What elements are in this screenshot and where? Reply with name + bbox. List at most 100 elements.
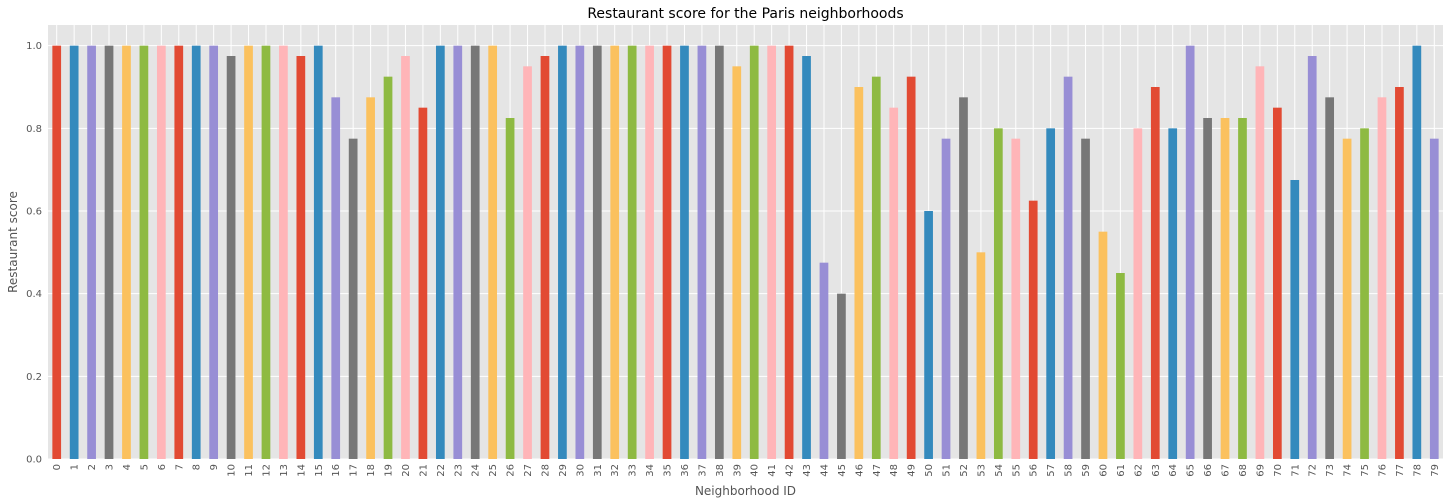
bar-7 [174, 45, 184, 460]
bar-38 [714, 45, 724, 460]
x-tick-label: 10 [227, 464, 238, 477]
x-tick-label: 0 [52, 464, 63, 470]
chart-title: Restaurant score for the Paris neighborh… [587, 6, 903, 22]
x-tick-label: 50 [924, 464, 935, 477]
y-tick-label: 1.0 [26, 41, 42, 52]
x-tick-label: 56 [1029, 464, 1040, 477]
bar-43 [802, 56, 811, 459]
x-tick-label: 57 [1046, 464, 1057, 477]
x-tick-label: 30 [575, 464, 586, 477]
bar-49 [906, 76, 916, 460]
x-tick-label: 17 [349, 464, 360, 477]
x-tick-label: 16 [331, 464, 342, 477]
x-tick-label: 2 [87, 464, 98, 470]
bar-61 [1116, 273, 1125, 459]
bar-31 [592, 45, 602, 460]
bar-60 [1098, 231, 1108, 459]
x-tick-label: 45 [837, 464, 848, 477]
x-tick-label: 77 [1395, 464, 1406, 477]
x-tick-label: 14 [296, 464, 307, 477]
bar-12 [261, 45, 271, 460]
bar-24 [470, 45, 480, 460]
x-tick-label: 64 [1168, 464, 1179, 477]
x-tick-label: 29 [558, 464, 569, 477]
bar-50 [924, 211, 933, 459]
x-tick-label: 21 [418, 464, 429, 477]
bars [52, 45, 1439, 460]
bar-66 [1203, 118, 1212, 459]
x-tick-label: 22 [436, 464, 447, 477]
x-tick-label: 60 [1098, 464, 1109, 477]
bar-75 [1360, 128, 1369, 460]
bar-15 [313, 45, 323, 460]
x-tick-label: 15 [314, 464, 325, 477]
bar-9 [209, 45, 219, 460]
x-tick-label: 25 [488, 464, 499, 477]
x-tick-label: 69 [1255, 464, 1266, 477]
bar-67 [1220, 118, 1230, 459]
x-tick-label: 53 [976, 464, 987, 477]
x-tick-label: 70 [1273, 464, 1284, 477]
x-tick-label: 67 [1221, 464, 1232, 477]
x-tick-label: 26 [506, 464, 517, 477]
x-tick-labels: 0 1 2 3 4 5 6 7 8 9 10 11 12 13 14 15 16 17 18 19 20 21 22 23 24… [52, 464, 1441, 477]
bar-25 [488, 45, 498, 460]
x-tick-label: 52 [959, 464, 970, 477]
x-tick-label: 39 [732, 464, 743, 477]
x-tick-label: 76 [1377, 464, 1388, 477]
plot-background [48, 25, 1443, 459]
bar-26 [505, 118, 515, 459]
bar-13 [279, 45, 288, 460]
bar-55 [1011, 138, 1021, 459]
bar-21 [418, 107, 428, 460]
x-tick-label: 32 [610, 464, 621, 477]
x-tick-label: 34 [645, 464, 656, 477]
x-tick-label: 42 [785, 464, 796, 477]
bar-34 [645, 45, 654, 460]
x-tick-label: 7 [174, 464, 185, 470]
bar-58 [1063, 76, 1073, 460]
bar-40 [749, 45, 759, 460]
bar-53 [976, 252, 986, 459]
bar-78 [1412, 45, 1422, 460]
x-tick-label: 43 [802, 464, 813, 477]
bar-28 [540, 56, 550, 459]
x-tick-label: 27 [523, 464, 534, 477]
bar-65 [1185, 45, 1195, 460]
x-tick-label: 48 [889, 464, 900, 477]
x-tick-label: 47 [872, 464, 883, 477]
bar-39 [732, 66, 742, 459]
x-tick-label: 13 [279, 464, 290, 477]
x-tick-label: 37 [697, 464, 708, 477]
bar-0 [52, 45, 62, 460]
x-tick-label: 44 [819, 464, 830, 477]
bar-63 [1150, 87, 1160, 459]
x-tick-label: 49 [907, 464, 918, 477]
bar-6 [156, 45, 166, 460]
x-axis-label: Neighborhood ID [695, 484, 796, 498]
x-tick-label: 5 [139, 464, 150, 470]
x-tick-label: 59 [1081, 464, 1092, 477]
bar-33 [627, 45, 637, 460]
bar-70 [1272, 107, 1282, 460]
x-tick-label: 68 [1238, 464, 1249, 477]
x-tick-label: 19 [384, 464, 395, 477]
bar-23 [453, 45, 463, 460]
bar-29 [558, 45, 567, 460]
bar-36 [680, 45, 689, 460]
bar-2 [87, 45, 96, 460]
x-tick-label: 55 [1011, 464, 1022, 477]
x-tick-label: 75 [1360, 464, 1371, 477]
x-tick-label: 58 [1064, 464, 1075, 477]
x-tick-label: 31 [593, 464, 604, 477]
bar-77 [1395, 87, 1404, 459]
bar-3 [104, 45, 114, 460]
y-tick-label: 0.4 [26, 289, 42, 300]
bar-30 [575, 45, 585, 460]
x-tick-label: 63 [1151, 464, 1162, 477]
y-tick-label: 0.6 [26, 207, 42, 218]
x-tick-label: 41 [767, 464, 778, 477]
bar-73 [1325, 97, 1335, 459]
bar-35 [662, 45, 672, 460]
x-tick-label: 1 [70, 464, 81, 470]
